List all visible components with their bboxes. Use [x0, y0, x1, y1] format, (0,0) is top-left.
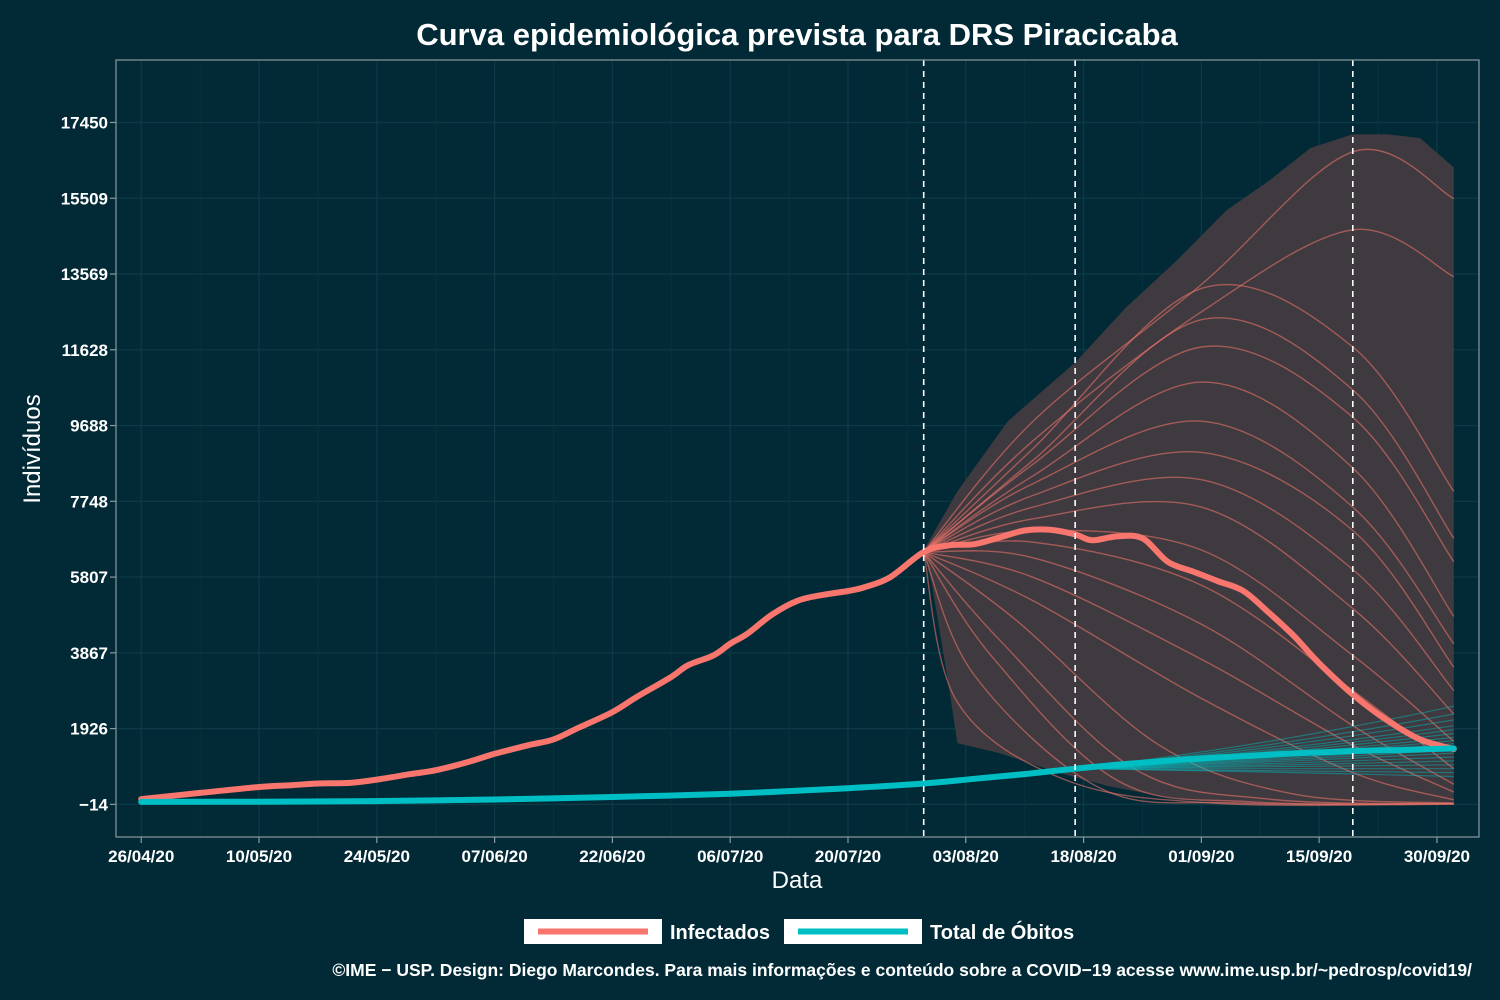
y-tick-label: 11628 [62, 341, 108, 360]
scenario-curve-obitos [1075, 756, 1454, 770]
forecast-band [923, 134, 1454, 805]
legend-label: Infectados [670, 922, 770, 944]
legend: Infectados Total de Óbitos [524, 919, 1074, 944]
y-axis: −14 1926 3867 5807 7748 9688 11628 13569 15509 17… [61, 113, 116, 814]
scenario-curve-infectados [923, 317, 1455, 553]
chart-title: Curva epidemiológica prevista para DRS P… [416, 17, 1178, 52]
scenario-curve-infectados [923, 551, 1454, 804]
scenario-curve-obitos [1075, 768, 1454, 774]
scenario-curve-infectados [923, 550, 1455, 785]
scenario-curve-infectados [923, 540, 1455, 770]
x-axis-title: Data [772, 867, 823, 894]
x-tick-label: 07/06/20 [462, 847, 528, 866]
vertical-markers [922, 60, 1354, 837]
scenario-curve-obitos [1075, 764, 1454, 770]
scenario-curve-infectados [923, 500, 1455, 715]
scenario-curve-infectados [923, 476, 1455, 692]
scenario-curve-infectados [923, 283, 1455, 553]
plot-frame [115, 59, 1480, 838]
y-tick-label: 13569 [61, 265, 108, 284]
scenario-curve-infectados [923, 551, 1454, 807]
y-tick-label: −14 [79, 795, 108, 814]
scenario-curve-obitos [1075, 760, 1454, 770]
scenario-curve-infectados [923, 551, 1454, 805]
series-line-total-de-bitos [138, 745, 1457, 805]
x-tick-label: 30/09/20 [1404, 847, 1470, 866]
scenario-curve-obitos [1075, 768, 1454, 778]
y-tick-label: 9688 [70, 417, 108, 436]
scenario-curve-infectados [923, 420, 1455, 645]
x-tick-label: 01/09/20 [1168, 847, 1234, 866]
x-tick-label: 20/07/20 [815, 847, 881, 866]
legend-label: Total de Óbitos [930, 920, 1074, 944]
x-tick-label: 24/05/20 [344, 847, 410, 866]
scenario-curve-infectados [923, 228, 1455, 553]
legend-item-infectados: Infectados [524, 919, 770, 944]
scenario-curve-infectados [923, 345, 1455, 563]
scenario-curve-infectados [923, 551, 1454, 806]
x-tick-label: 03/08/20 [933, 847, 999, 866]
y-tick-label: 15509 [61, 189, 108, 208]
y-tick-label: 3867 [70, 644, 108, 663]
y-tick-label: 17450 [61, 113, 108, 132]
scenario-curve-infectados [923, 551, 1454, 801]
scenario-curve-infectados [923, 551, 1455, 793]
footer-credit: ©IME − USP. Design: Diego Marcondes. Par… [332, 960, 1472, 980]
series-line-infectados [138, 526, 1457, 803]
x-tick-label: 22/06/20 [579, 847, 645, 866]
x-tick-label: 06/07/20 [697, 847, 763, 866]
scenario-curve-infectados [923, 148, 1455, 553]
scenario-curve-infectados [923, 381, 1455, 617]
grid-lines [116, 60, 1479, 837]
x-tick-label: 15/09/20 [1286, 847, 1352, 866]
y-tick-label: 1926 [70, 720, 108, 739]
x-axis: 26/04/20 10/05/20 24/05/20 07/06/20 22/06/20… [108, 837, 1470, 866]
y-tick-label: 5807 [70, 568, 108, 587]
x-tick-label: 18/08/20 [1050, 847, 1116, 866]
scenario-curve-obitos [1075, 752, 1454, 770]
scenario-curve-infectados [923, 451, 1455, 668]
legend-item-total-de-bitos: Total de Óbitos [784, 919, 1074, 944]
y-axis-title: Indivíduos [19, 394, 46, 503]
forecast-band-layer [923, 134, 1454, 805]
series-layer [138, 526, 1457, 805]
x-tick-label: 26/04/20 [108, 847, 174, 866]
x-tick-label: 10/05/20 [226, 847, 292, 866]
y-tick-label: 7748 [70, 492, 108, 511]
plot-area [115, 59, 1480, 838]
